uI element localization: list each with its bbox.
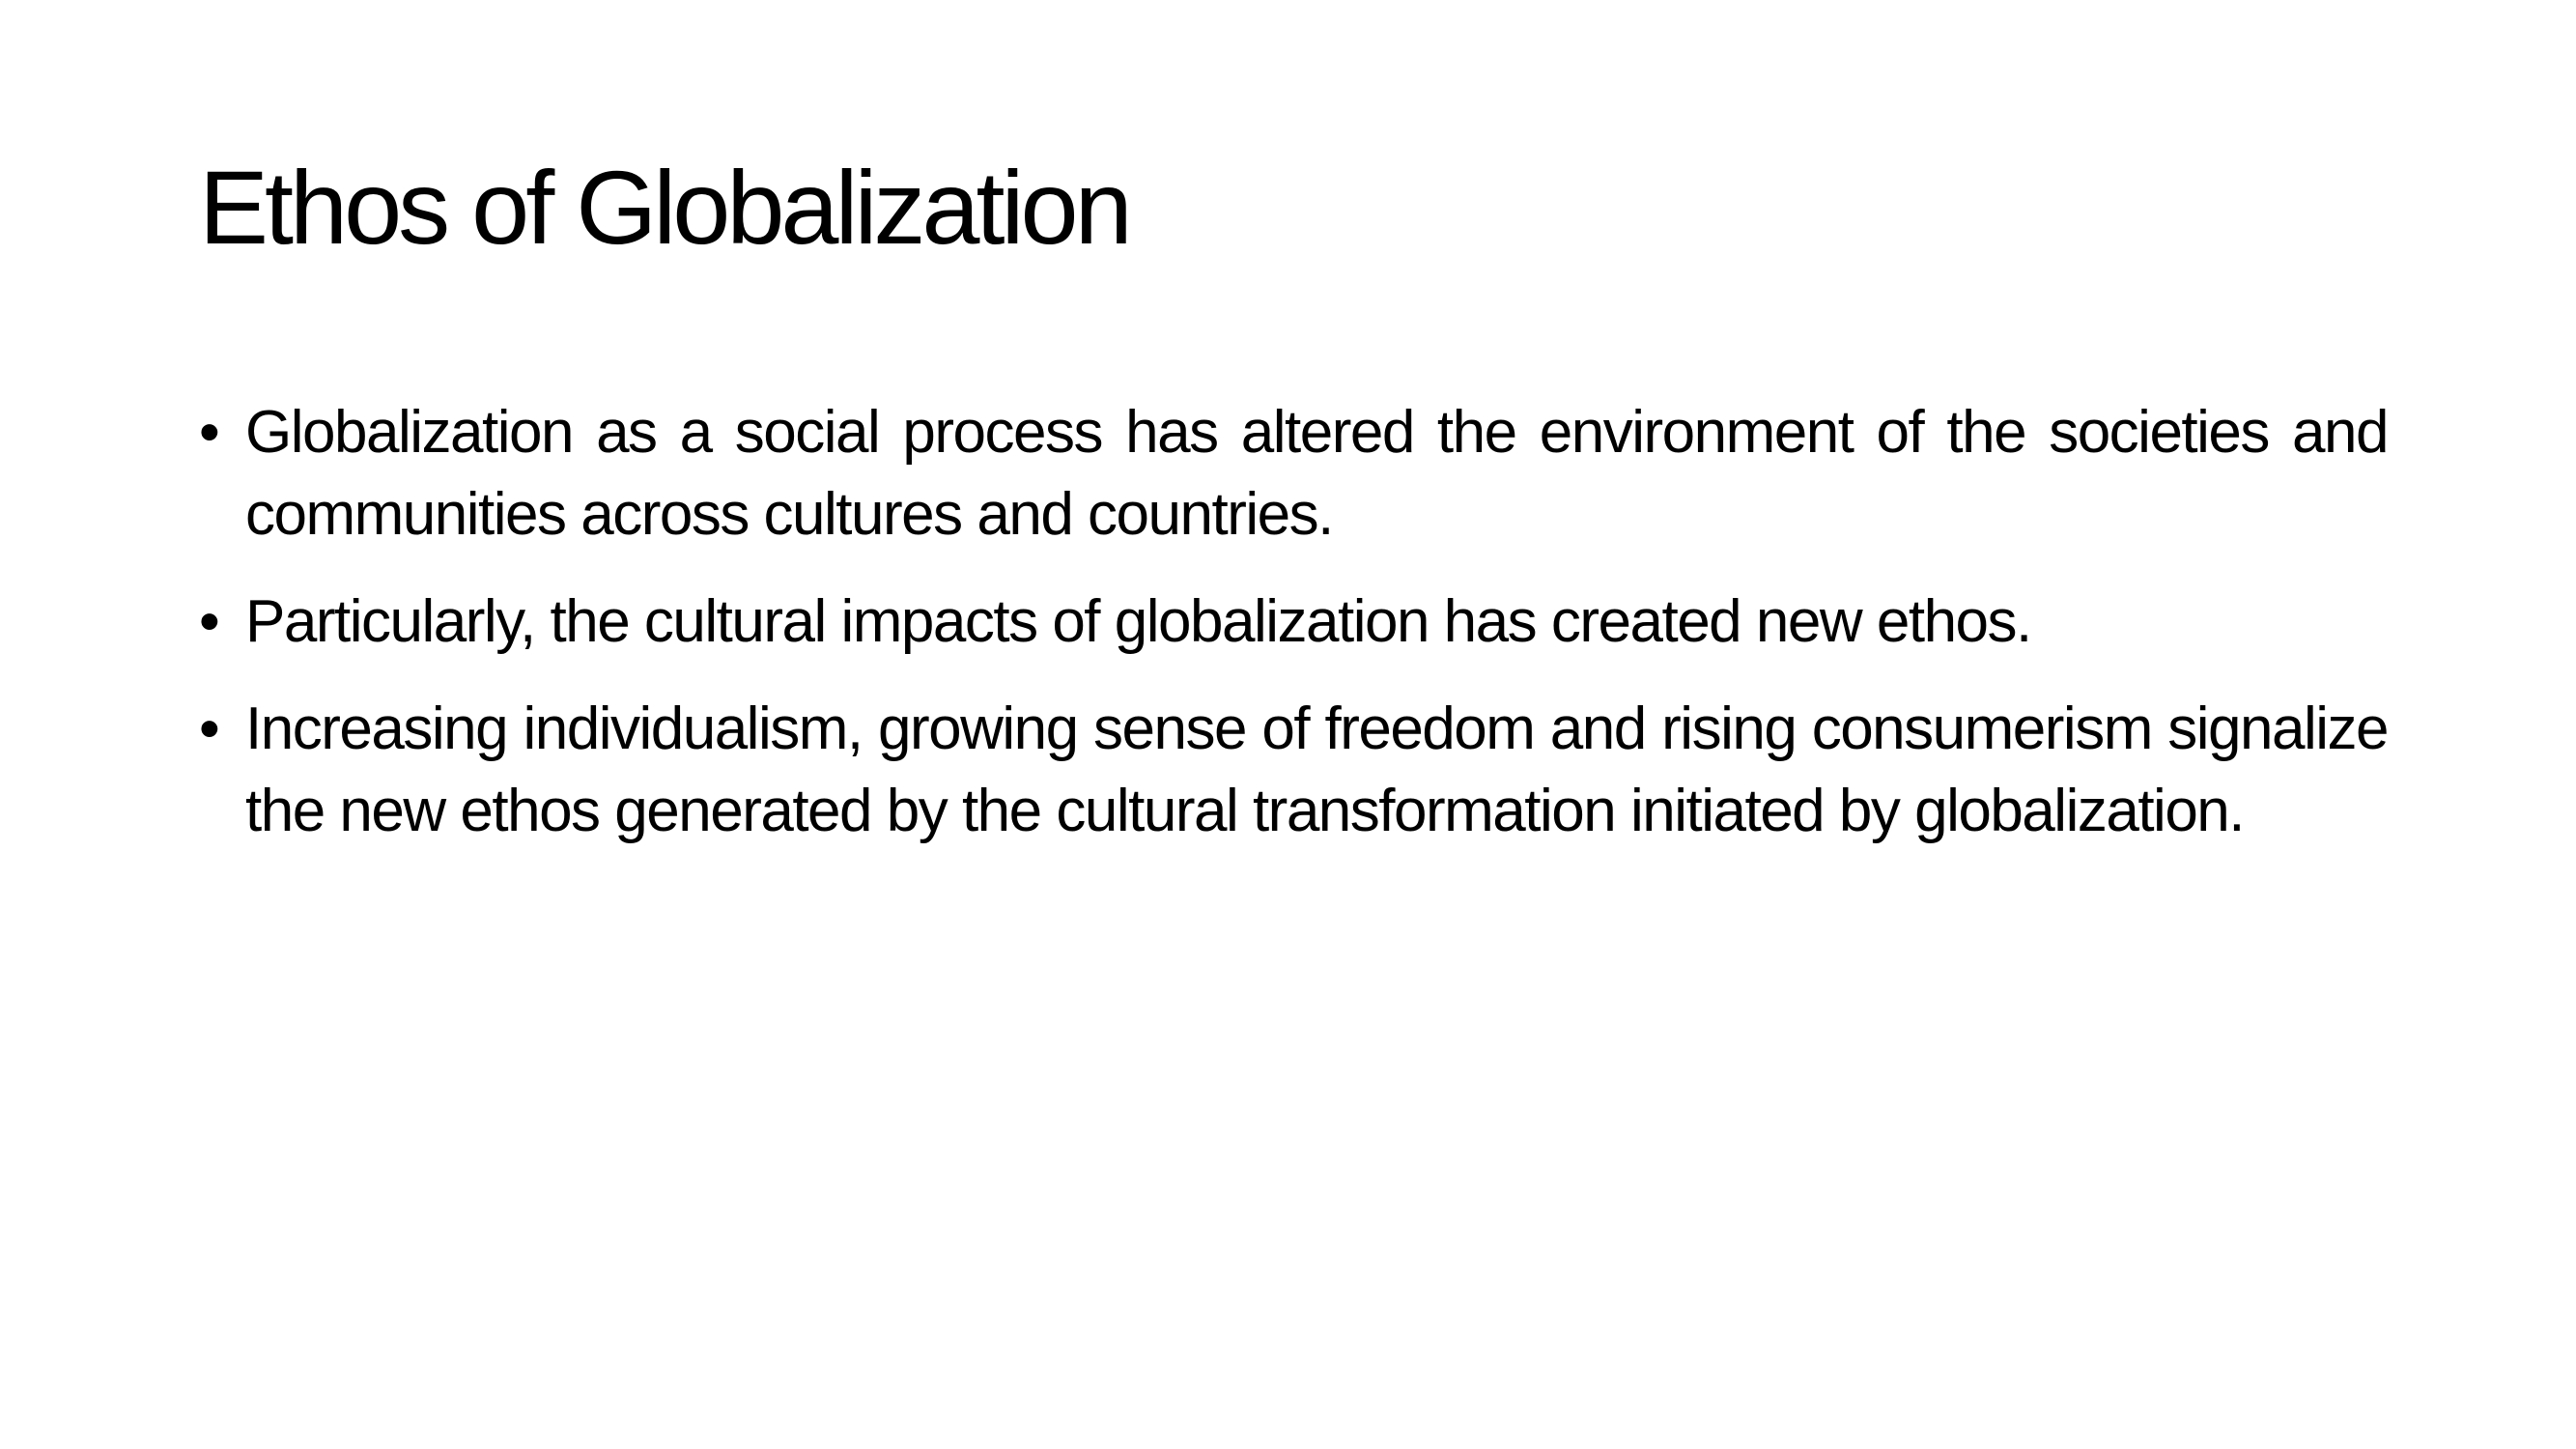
bullet-text: Increasing individualism, growing sense … <box>245 696 2390 844</box>
bullet-dot-icon: • <box>199 696 220 762</box>
bullet-dot-icon: • <box>199 399 220 466</box>
bullet-item: • Particularly, the cultural impacts of … <box>199 581 2388 663</box>
bullet-text: Globalization as a social process has al… <box>245 399 2390 548</box>
bullet-item: • Increasing individualism, growing sens… <box>199 688 2390 852</box>
bullet-item: • Globalization as a social process has … <box>199 391 2390 555</box>
bullet-dot-icon: • <box>199 588 220 655</box>
bullet-text: Particularly, the cultural impacts of gl… <box>245 588 2032 655</box>
bullet-list: • Globalization as a social process has … <box>199 391 2390 877</box>
slide-title: Ethos of Globalization <box>199 149 1133 266</box>
